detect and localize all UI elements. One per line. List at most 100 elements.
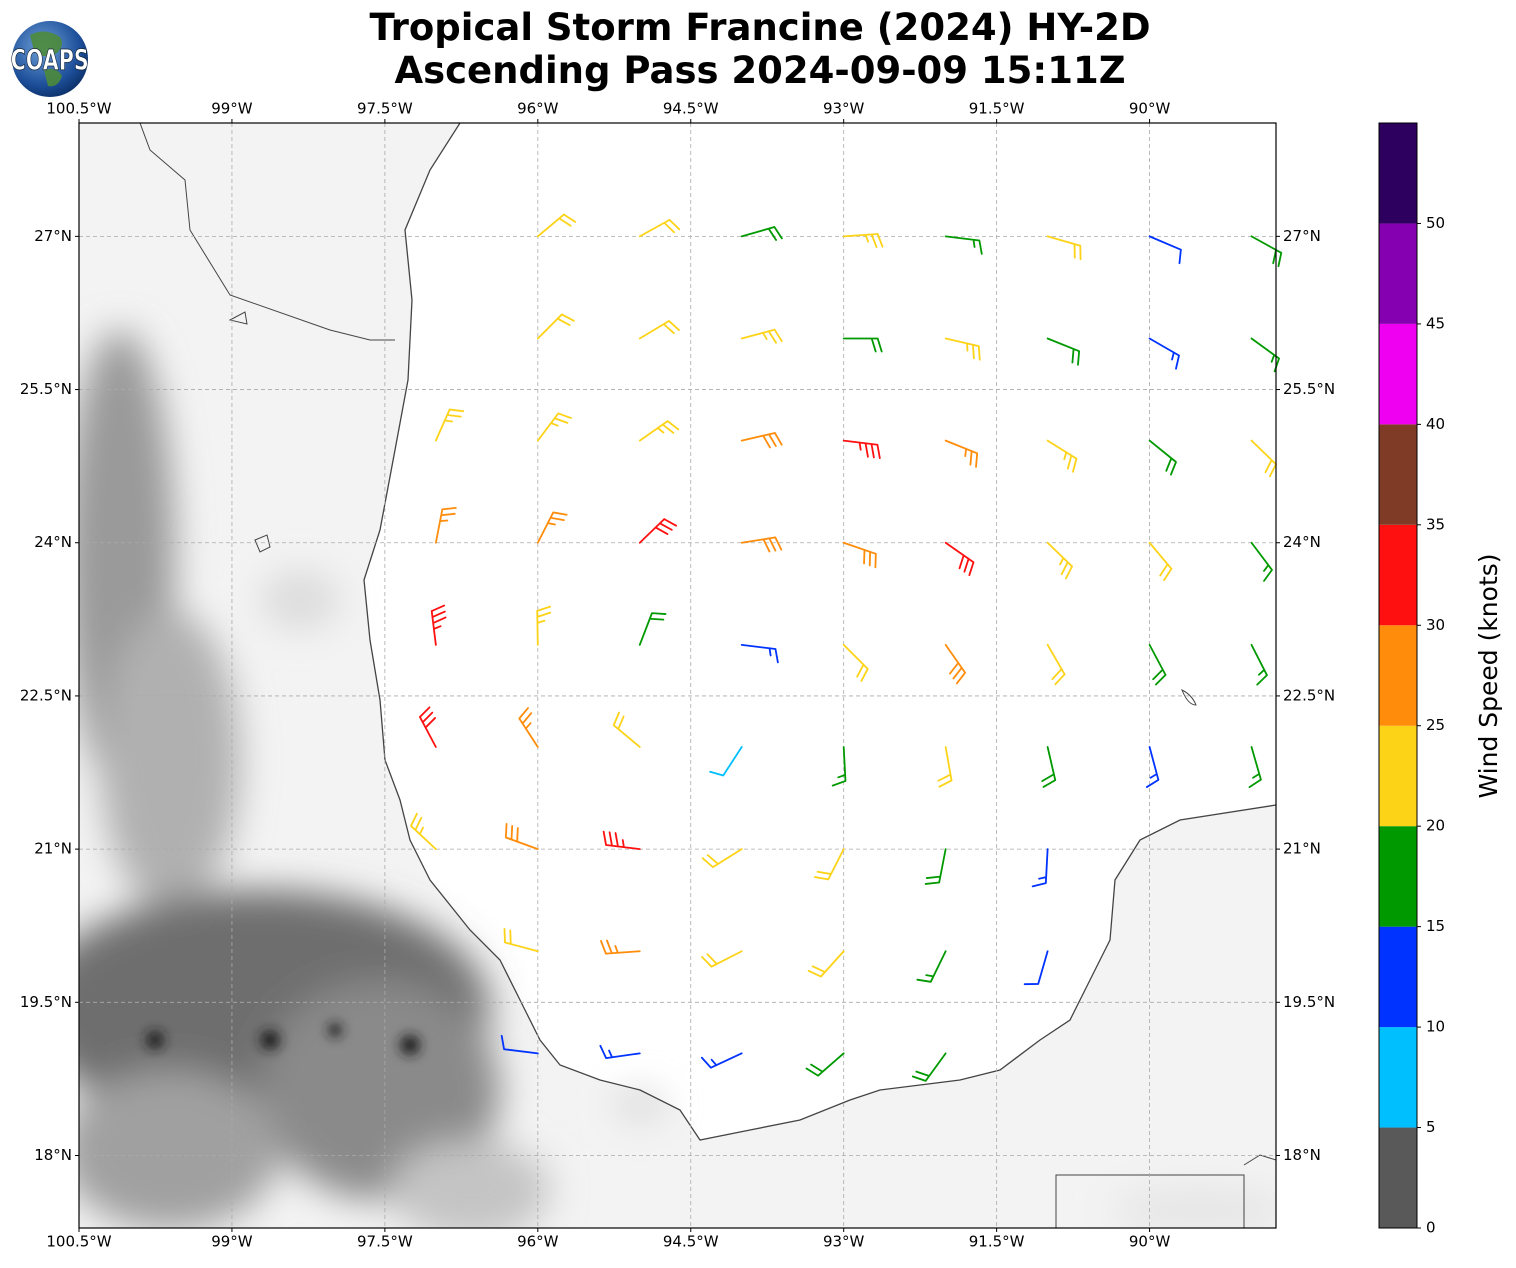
wind-barb — [1041, 746, 1057, 788]
map-frame — [78, 122, 1277, 1229]
colorbar-tick-label: 10 — [1426, 1018, 1445, 1036]
x-tick-label: 93°W — [823, 100, 865, 118]
colorbar-segment — [1379, 524, 1417, 626]
terrain-peaks — [146, 1023, 420, 1055]
colorbar-segment — [1379, 625, 1417, 726]
colorbar-frame — [1378, 122, 1418, 1229]
x-tick-label: 90°W — [1129, 1233, 1171, 1251]
colorbar-segment — [1379, 826, 1417, 927]
wind-barb — [805, 1052, 845, 1077]
y-tick-label: 25.5°N — [20, 380, 72, 398]
wind-barb — [638, 320, 680, 340]
y-tick-label: 25.5°N — [1283, 380, 1335, 398]
wind-barb — [831, 746, 847, 787]
x-tick-label: 100.5°W — [46, 1233, 111, 1251]
wind-barb — [701, 848, 743, 869]
wind-barb — [418, 706, 437, 748]
wind-barb — [518, 707, 539, 748]
wind-barb — [701, 950, 743, 968]
wind-barb — [500, 1034, 539, 1055]
y-tick-label: 27°N — [34, 227, 72, 245]
wind-barb — [1250, 337, 1280, 373]
logo: COAPS — [10, 21, 89, 97]
x-tick-label: 96°W — [517, 1233, 559, 1251]
colorbar-tick-label: 30 — [1426, 616, 1445, 634]
barbs — [410, 213, 1283, 1082]
wind-barb — [916, 950, 947, 983]
wind-barb — [740, 643, 779, 664]
grid — [78, 123, 1276, 1228]
wind-barb — [1046, 439, 1078, 473]
wind-barb — [536, 511, 568, 544]
colorbar-tick-label: 25 — [1426, 716, 1445, 734]
wind-barb — [434, 408, 465, 442]
wind-barb — [924, 848, 947, 885]
chart-title: Tropical Storm Francine (2024) HY-2D — [369, 6, 1150, 49]
colorbar-segment — [1379, 323, 1417, 425]
x-tick-label: 96°W — [517, 100, 559, 118]
wind-barb — [813, 848, 845, 881]
wind-barb — [536, 313, 575, 340]
wind-barb — [612, 711, 641, 748]
wind-barb — [1145, 746, 1160, 788]
wind-barb — [944, 337, 981, 361]
y-tick-label: 19.5°N — [20, 993, 72, 1011]
wind-barb — [842, 337, 883, 353]
y-tick-label: 24°N — [34, 533, 72, 551]
y-tick-label: 19.5°N — [1283, 993, 1335, 1011]
colorbar-segment — [1379, 424, 1417, 525]
wind-barb — [944, 643, 967, 685]
y-tick-label: 22.5°N — [20, 686, 72, 704]
y-tick-label: 18°N — [1283, 1146, 1321, 1164]
y-tick-label: 24°N — [1283, 533, 1321, 551]
y-tick-label: 21°N — [1283, 840, 1321, 858]
wind-barb — [599, 1044, 641, 1059]
wind-barb — [536, 605, 552, 646]
wind-barb — [740, 226, 783, 241]
colorbar-segment — [1379, 926, 1417, 1028]
colorbar-tick-label: 50 — [1426, 214, 1445, 232]
x-tick-label: 100.5°W — [46, 100, 111, 118]
colorbar-tick-label: 5 — [1426, 1118, 1436, 1136]
wind-barb — [937, 746, 953, 788]
x-tick-label: 97.5°W — [357, 1233, 413, 1251]
coastline — [363, 123, 1276, 1141]
basemap — [79, 123, 1276, 1228]
wind-barb — [1031, 848, 1049, 888]
colorbar-segment — [1379, 725, 1417, 827]
wind-barb — [1248, 746, 1262, 788]
colorbar-tick-label: 15 — [1426, 917, 1445, 935]
colorbar-segment — [1379, 1027, 1417, 1128]
wind-barb — [638, 518, 678, 544]
wind-barb — [740, 328, 783, 344]
wind-barb — [807, 950, 845, 978]
x-tick-label: 99°W — [211, 1233, 253, 1251]
wind-barb — [1046, 643, 1066, 686]
wind-barb — [740, 432, 783, 449]
wind-barb — [638, 218, 681, 238]
wind-barb — [1023, 950, 1049, 986]
x-tick-label: 91.5°W — [969, 100, 1025, 118]
wind-barb — [1148, 439, 1177, 476]
colorbar-segment — [1379, 1127, 1417, 1228]
y-tick-label: 27°N — [1283, 227, 1321, 245]
wind-barb — [410, 812, 437, 851]
colorbar-segment — [1379, 223, 1417, 324]
wind-barb — [1148, 643, 1167, 686]
wind-barb — [602, 830, 641, 851]
colorbar-label: Wind Speed (knots) — [1474, 553, 1503, 798]
y-tick-label: 21°N — [34, 840, 72, 858]
x-tick-label: 90°W — [1129, 100, 1171, 118]
colorbar-tick-label: 0 — [1426, 1219, 1436, 1237]
x-tick-label: 97.5°W — [357, 100, 413, 118]
wind-barb — [1250, 643, 1268, 686]
terrain — [79, 330, 1276, 1228]
colorbar: 0 5 10 15 20 25 30 35 40 45 50 — [1378, 122, 1445, 1237]
wind-barb — [944, 235, 983, 255]
wind-barb — [503, 927, 539, 953]
logo-text: COAPS — [11, 45, 89, 78]
wind-barb — [536, 412, 572, 442]
colorbar-tick-label: 45 — [1426, 314, 1445, 332]
wind-barb — [504, 823, 539, 851]
